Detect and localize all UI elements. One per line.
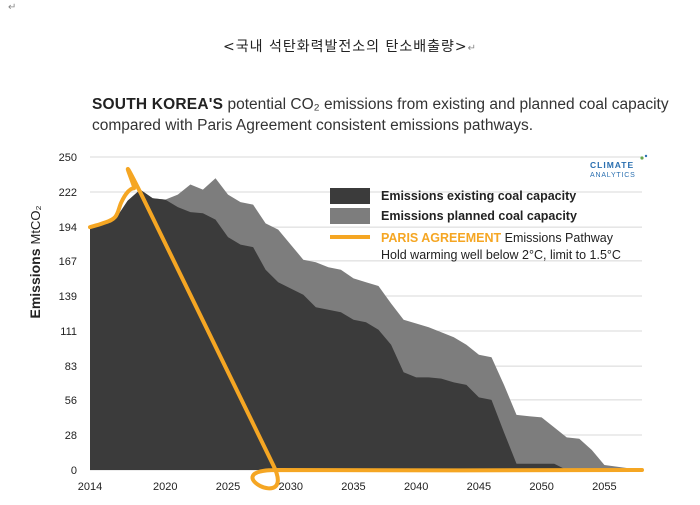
area-existing-coal <box>90 189 642 470</box>
legend-paris-sub: Hold warming well below 2°C, limit to 1.… <box>381 248 621 262</box>
legend: Emissions existing coal capacity Emissio… <box>330 188 621 262</box>
x-tick-label: 2030 <box>278 481 302 493</box>
y-tick-label: 111 <box>60 326 77 338</box>
x-tick-label: 2020 <box>153 481 177 493</box>
legend-label-existing: Emissions existing coal capacity <box>381 189 576 203</box>
logo-line2: ANALYTICS <box>590 172 636 179</box>
chart-title: SOUTH KOREA'S potential CO₂ emissions fr… <box>92 94 672 136</box>
legend-label-paris: PARIS AGREEMENT Emissions Pathway <box>381 231 614 245</box>
x-tick-label: 2050 <box>529 481 553 493</box>
x-tick-label: 2014 <box>78 481 102 493</box>
x-tick-label: 2055 <box>592 481 616 493</box>
x-tick-label: 2035 <box>341 481 365 493</box>
logo-dot-icon <box>644 154 648 158</box>
y-tick-label: 250 <box>59 152 77 164</box>
axis-ticks: 0 28 56 83 111 139 167 194 222 250 2014 2020 2025 203… <box>59 152 617 493</box>
data-areas <box>90 178 642 471</box>
y-axis-label: Emissions MtCO₂ <box>27 205 43 318</box>
paragraph-mark: ↵ <box>8 2 17 13</box>
y-tick-label: 83 <box>65 361 77 373</box>
y-tick-label: 194 <box>59 222 77 234</box>
y-tick-label: 167 <box>59 256 77 268</box>
climate-analytics-logo: CLIMATE ANALYTICS <box>590 154 648 179</box>
x-tick-label: 2040 <box>404 481 428 493</box>
y-axis-label-main: Emissions <box>27 248 43 318</box>
y-tick-label: 139 <box>59 291 77 303</box>
x-tick-label: 2025 <box>216 481 240 493</box>
svg-text:EmissionsMtCO₂: Emissions MtCO₂ <box>27 205 43 318</box>
legend-paris-bold: PARIS AGREEMENT <box>381 231 502 245</box>
x-tick-label: 2045 <box>467 481 491 493</box>
document-title-text: <국내 석탄화력발전소의 탄소배출량> <box>223 39 468 55</box>
document-title: <국내 석탄화력발전소의 탄소배출량>↵ <box>0 36 700 56</box>
legend-swatch-planned <box>330 208 370 224</box>
legend-swatch-existing <box>330 188 370 204</box>
y-tick-label: 0 <box>71 465 77 477</box>
y-tick-label: 222 <box>59 187 77 199</box>
y-axis-label-unit: MtCO₂ <box>28 205 43 244</box>
logo-dot-icon <box>640 156 644 160</box>
chart-title-rest: potential CO₂ emissions from existing an… <box>92 96 669 134</box>
legend-label-planned: Emissions planned coal capacity <box>381 209 577 223</box>
y-tick-label: 28 <box>65 430 77 442</box>
paris-pathway-line <box>88 166 644 491</box>
chart-title-bold: SOUTH KOREA'S <box>92 96 224 113</box>
legend-paris-rest: Emissions Pathway <box>501 231 614 245</box>
logo-line1: CLIMATE <box>590 160 634 170</box>
y-tick-label: 56 <box>65 395 77 407</box>
return-mark: ↵ <box>467 43 477 54</box>
paris-pathway-path <box>88 166 644 491</box>
